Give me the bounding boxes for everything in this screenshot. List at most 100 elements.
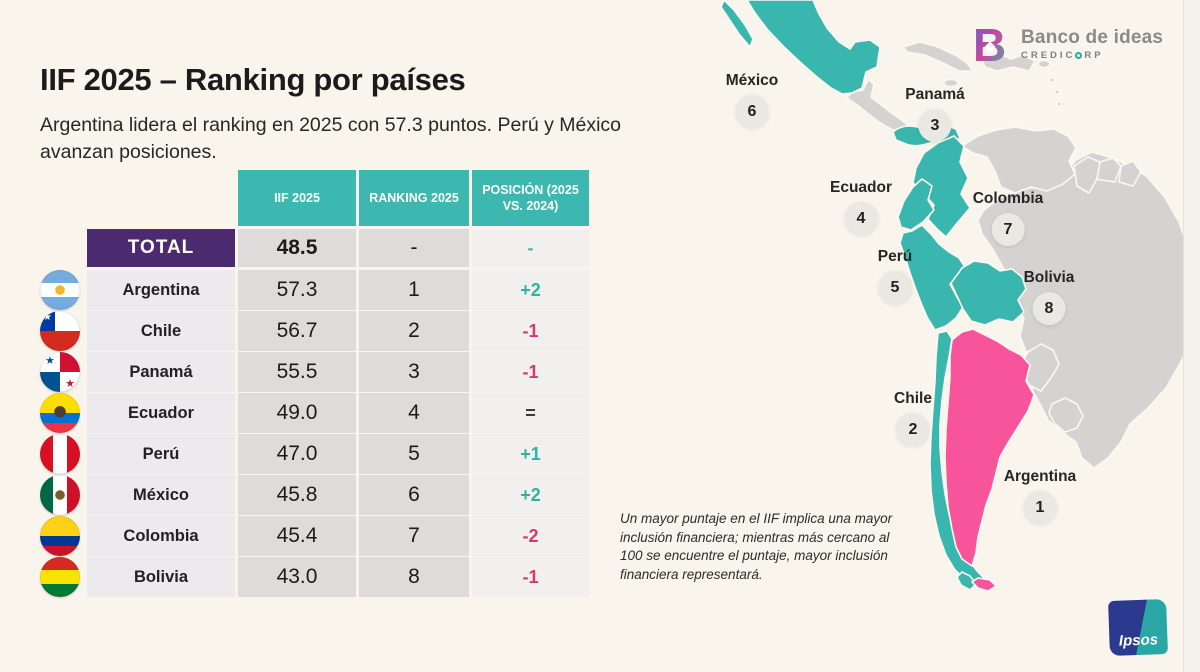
map-country-label: Panamá 3 xyxy=(905,86,965,142)
map-country-label: Chile 2 xyxy=(894,390,932,446)
credicorp-o-ring-icon xyxy=(1075,52,1083,59)
map-country-suriname xyxy=(1096,157,1122,183)
total-label: TOTAL xyxy=(87,229,235,267)
map-island-puerto-rico xyxy=(1037,59,1051,69)
header-spacer-country xyxy=(87,170,235,226)
table-row: Bolivia 43.0 8 -1 xyxy=(36,557,589,597)
country-name: Panamá xyxy=(87,352,235,392)
ranking-value: 1 xyxy=(359,270,469,310)
flag-cell xyxy=(36,352,84,392)
country-name: Ecuador xyxy=(87,393,235,433)
posicion-value: -2 xyxy=(472,516,589,556)
map-country-name: Argentina xyxy=(1003,468,1077,485)
column-header-iif: IIF 2025 xyxy=(238,170,356,226)
total-iif-value: 48.5 xyxy=(238,229,356,267)
column-header-ranking: RANKING 2025 xyxy=(359,170,469,226)
country-name: Colombia xyxy=(87,516,235,556)
table-row: Panamá 55.5 3 -1 xyxy=(36,352,589,392)
country-flag-icon xyxy=(40,311,80,351)
map-rank-badge: 4 xyxy=(844,202,878,235)
table-row: Colombia 45.4 7 -2 xyxy=(36,516,589,556)
map-rank-badge: 1 xyxy=(1023,491,1057,524)
ranking-value: 4 xyxy=(359,393,469,433)
map-country-label: Bolivia 8 xyxy=(1023,269,1075,325)
country-name: Chile xyxy=(87,311,235,351)
country-flag-icon xyxy=(40,475,80,515)
column-header-posicion: POSICIÓN (2025 vs. 2024) xyxy=(472,170,589,226)
iif-value: 55.5 xyxy=(238,352,356,392)
flag-cell xyxy=(36,393,84,433)
map-country-name: Perú xyxy=(877,248,913,265)
iif-value: 56.7 xyxy=(238,311,356,351)
map-region-tierra-del-fuego-argentina xyxy=(971,577,997,592)
banco-brand-name: Banco de ideas xyxy=(1021,27,1164,48)
latam-map: México 6 Panamá 3 Ecuador 4 Colombia 7 P… xyxy=(700,0,1200,600)
map-country-label: Colombia 7 xyxy=(972,190,1044,246)
ranking-value: 3 xyxy=(359,352,469,392)
map-rank-badge: 5 xyxy=(878,271,912,304)
iif-value: 49.0 xyxy=(238,393,356,433)
map-canvas xyxy=(720,0,1197,592)
map-island-antilles-2 xyxy=(1053,89,1060,96)
country-flag-icon xyxy=(40,557,80,597)
map-country-name: Chile xyxy=(894,390,932,407)
country-flag-icon xyxy=(40,434,80,474)
banco-b-icon: B xyxy=(973,22,1006,66)
ranking-value: 6 xyxy=(359,475,469,515)
map-island-jamaica xyxy=(943,78,959,88)
credicorp-text-post: RP xyxy=(1084,50,1104,61)
page-edge-band xyxy=(1183,0,1200,672)
country-flag-icon xyxy=(40,270,80,310)
iif-value: 47.0 xyxy=(238,434,356,474)
ranking-value: 2 xyxy=(359,311,469,351)
banco-de-ideas-logo: B Banco de ideas CREDIC RP xyxy=(972,22,1163,66)
map-island-hispaniola xyxy=(980,52,1036,72)
flag-cell xyxy=(36,557,84,597)
total-posicion-value: - xyxy=(472,229,589,267)
country-name: Perú xyxy=(87,434,235,474)
posicion-value: -1 xyxy=(472,352,589,392)
map-country-name: Bolivia xyxy=(1023,269,1075,286)
table-header-row: IIF 2025 RANKING 2025 POSICIÓN (2025 vs.… xyxy=(36,170,589,226)
flag-cell xyxy=(36,516,84,556)
map-region-central-america xyxy=(846,79,909,134)
map-region-baja-california xyxy=(720,0,754,48)
table-row: México 45.8 6 +2 xyxy=(36,475,589,515)
country-flag-icon xyxy=(40,393,80,433)
table-row: Chile 56.7 2 -1 xyxy=(36,311,589,351)
page-title: IIF 2025 – Ranking por países xyxy=(40,62,466,97)
map-region-tierra-del-fuego-chile xyxy=(956,571,977,591)
flag-cell xyxy=(36,311,84,351)
map-country-venezuela xyxy=(961,126,1077,194)
ranking-value: 7 xyxy=(359,516,469,556)
table-row: Perú 47.0 5 +1 xyxy=(36,434,589,474)
map-island-cuba xyxy=(902,41,974,72)
map-country-label: México 6 xyxy=(726,72,778,128)
ranking-value: 5 xyxy=(359,434,469,474)
map-country-bolivia xyxy=(950,260,1027,326)
country-rows: Argentina 57.3 1 +2 Chile 56.7 2 -1 Pana… xyxy=(36,270,589,597)
page-subtitle: Argentina lidera el ranking en 2025 con … xyxy=(40,114,622,163)
header-spacer-flag xyxy=(36,170,84,226)
banco-logo-text: Banco de ideas CREDIC RP xyxy=(1021,27,1163,61)
country-name: México xyxy=(87,475,235,515)
ranking-value: 8 xyxy=(359,557,469,597)
map-country-name: Colombia xyxy=(972,190,1044,207)
country-name: Argentina xyxy=(87,270,235,310)
country-flag-icon xyxy=(40,352,80,392)
map-country-chile xyxy=(929,330,986,588)
map-rank-badge: 8 xyxy=(1032,292,1066,325)
table-row: Argentina 57.3 1 +2 xyxy=(36,270,589,310)
ipsos-logo: Ipsos xyxy=(1108,599,1168,656)
table-row: Ecuador 49.0 4 = xyxy=(36,393,589,433)
country-flag-icon xyxy=(40,516,80,556)
map-country-ecuador xyxy=(897,178,935,231)
total-ranking-value: - xyxy=(359,229,469,267)
posicion-value: +2 xyxy=(472,475,589,515)
footnote: Un mayor puntaje en el IIF implica una m… xyxy=(620,511,893,582)
map-country-name: Ecuador xyxy=(829,179,893,196)
map-rank-badge: 3 xyxy=(918,109,952,142)
map-country-colombia xyxy=(912,135,971,238)
credicorp-text-pre: CREDIC xyxy=(1021,50,1076,61)
